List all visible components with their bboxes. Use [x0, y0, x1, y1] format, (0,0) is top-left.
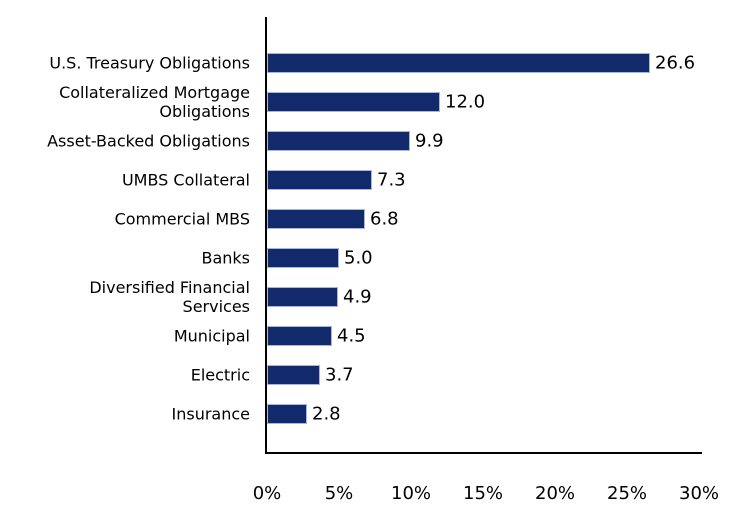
category-label: Insurance — [171, 404, 251, 424]
bar — [267, 326, 332, 346]
category-label: Municipal — [173, 326, 250, 346]
bar — [267, 287, 338, 307]
bar — [267, 209, 365, 229]
x-axis-tick-label: 25% — [606, 483, 648, 504]
value-label: 6.8 — [370, 208, 399, 230]
bar — [267, 170, 372, 190]
category-label: U.S. Treasury Obligations — [49, 53, 250, 73]
bar — [267, 53, 650, 73]
bar — [267, 248, 339, 268]
value-label: 7.3 — [377, 169, 406, 191]
bar — [267, 131, 410, 151]
bar — [267, 92, 440, 112]
category-label: Diversified Financial Services — [89, 278, 250, 316]
category-label: Commercial MBS — [114, 209, 250, 229]
bar — [267, 365, 320, 385]
category-label: Banks — [201, 248, 250, 268]
category-label: Electric — [190, 365, 250, 385]
value-label: 9.9 — [415, 130, 444, 152]
value-label: 3.7 — [325, 364, 354, 386]
value-label: 4.5 — [337, 325, 366, 347]
bar — [267, 404, 307, 424]
category-label: Asset-Backed Obligations — [47, 131, 250, 151]
value-label: 26.6 — [655, 52, 696, 74]
value-label: 5.0 — [344, 247, 373, 269]
x-axis-tick-label: 20% — [534, 483, 576, 504]
value-label: 4.9 — [343, 286, 372, 308]
category-label: UMBS Collateral — [121, 170, 250, 190]
value-label: 12.0 — [445, 91, 486, 113]
x-axis-tick-label: 30% — [678, 483, 720, 504]
axis-frame — [265, 17, 702, 454]
x-axis-tick-label: 5% — [324, 483, 354, 504]
category-label: Collateralized Mortgage Obligations — [59, 83, 250, 121]
value-label: 2.8 — [312, 403, 341, 425]
x-axis-tick-label: 15% — [462, 483, 504, 504]
x-axis-tick-label: 0% — [252, 483, 282, 504]
x-axis-tick-label: 10% — [390, 483, 432, 504]
